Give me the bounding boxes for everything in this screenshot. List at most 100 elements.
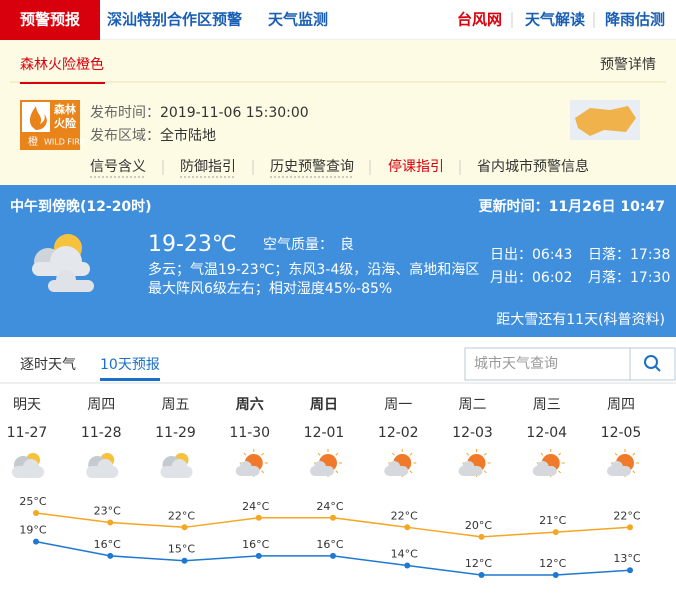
temp-point <box>107 552 114 559</box>
temp-label: 24°C <box>316 500 343 513</box>
alert-tab[interactable]: 森林火险橙色 <box>20 56 104 73</box>
alert-panel <box>0 40 676 185</box>
cloud <box>611 461 623 473</box>
nav-bar <box>0 0 676 40</box>
temp-label: 13°C <box>613 552 640 565</box>
temp-label: 15°C <box>168 543 195 556</box>
temp-point <box>627 567 633 574</box>
day: 周四 <box>87 397 115 413</box>
tab[interactable]: 10天预报 <box>100 357 160 373</box>
nav-link[interactable]: 天气解读 <box>525 11 585 29</box>
icon-level: 橙 <box>28 135 38 148</box>
tab[interactable]: 逐时天气 <box>20 357 76 373</box>
nav-link[interactable]: 天气监测 <box>268 11 328 29</box>
cloud <box>314 461 326 473</box>
search-box[interactable] <box>464 347 631 381</box>
temp-point <box>404 524 411 531</box>
sun-time: 06:02 <box>532 270 572 286</box>
temp-point <box>255 514 262 521</box>
date: 12-05 <box>601 425 642 441</box>
sun-ray <box>483 470 487 474</box>
issue-time-label: 发布时间： <box>90 105 160 121</box>
day: 周五 <box>162 397 190 413</box>
alert-detail[interactable]: 预警详情 <box>600 57 656 73</box>
alert-link[interactable]: 省内城市预警信息 <box>477 158 589 175</box>
temp-point <box>107 519 114 526</box>
big-weather-icon <box>32 234 94 292</box>
temp-label: 21°C <box>539 514 566 527</box>
update-time: 11月26日 10:47 <box>549 199 665 215</box>
nav-link[interactable]: 降雨估测 <box>605 11 665 29</box>
sun-label: 日出： <box>490 247 532 263</box>
alert-link[interactable]: 停课指引 <box>388 158 444 175</box>
cloud <box>171 459 188 475</box>
alert-link[interactable]: 防御指引 <box>180 159 236 175</box>
description: 最大阵风6级左右；相对湿度45%-85% <box>148 281 392 297</box>
weather-panel <box>0 185 676 337</box>
date: 12-02 <box>378 425 419 441</box>
day: 周一 <box>384 397 412 413</box>
sun-ray <box>632 452 636 456</box>
sun-label: 月落： <box>588 270 630 286</box>
aqi-label: 空气质量： <box>263 237 333 253</box>
sun-ray <box>632 470 636 474</box>
sun-label: 月出： <box>490 270 532 286</box>
sun-ray <box>540 452 544 456</box>
period: 中午到傍晚(12-20时) <box>10 198 152 215</box>
sun-ray <box>483 452 487 456</box>
alert-tab-underline <box>20 82 105 84</box>
area: 全市陆地 <box>160 127 216 144</box>
temp-label: 16°C <box>316 538 343 551</box>
sun-ray <box>317 452 321 456</box>
cloud <box>239 461 252 473</box>
alert-map-region <box>575 106 636 136</box>
cloud <box>32 262 90 276</box>
cloud <box>97 459 114 475</box>
search-placeholder[interactable]: 城市天气查询 <box>474 355 558 372</box>
sun-ray <box>335 452 339 456</box>
temp-label: 12°C <box>539 557 566 570</box>
nav-active[interactable]: 预警预报 <box>20 11 80 29</box>
sun-ray <box>391 452 395 456</box>
temp-label: 14°C <box>391 547 418 560</box>
sun-ray <box>409 470 413 474</box>
nav-link[interactable]: 深汕特别合作区预警 <box>107 11 242 29</box>
cloud <box>388 461 401 473</box>
temp-point <box>255 552 262 559</box>
search-icon <box>654 365 661 372</box>
temp-label: 19°C <box>19 524 46 537</box>
alert-link[interactable]: 信号含义 <box>90 159 146 175</box>
temp-point <box>181 557 188 564</box>
search-button[interactable] <box>629 347 676 381</box>
temp-label: 22°C <box>391 509 418 522</box>
countdown[interactable]: 距大雪还有11天(科普资料) <box>496 312 665 328</box>
alert-icon-fire <box>29 106 47 130</box>
tab-underline <box>100 378 160 381</box>
temp-point <box>478 572 485 578</box>
temp-label: 24°C <box>242 500 269 513</box>
date: 12-04 <box>526 425 567 441</box>
temp-point <box>181 524 188 531</box>
cloud <box>462 461 475 473</box>
cloud <box>536 461 549 473</box>
day: 周三 <box>533 397 561 413</box>
issue-time: 2019-11-06 15:30:00 <box>160 105 309 121</box>
description: 多云；气温19-23℃；东风3-4级，沿海、高地和海区 <box>148 261 479 278</box>
sun-ray <box>335 470 339 474</box>
temp-label: 16°C <box>242 538 269 551</box>
temp-label: 25°C <box>19 495 46 508</box>
temp-label: 22°C <box>168 509 195 522</box>
aqi: 良 <box>340 237 354 253</box>
date: 12-01 <box>304 425 345 441</box>
temp-point <box>330 514 336 521</box>
date: 11-30 <box>229 425 270 441</box>
temp-label: 22°C <box>613 509 640 522</box>
day: 周日 <box>310 397 338 413</box>
alert-link[interactable]: 历史预警查询 <box>270 159 354 175</box>
nav-active-bg <box>0 0 100 40</box>
sun-ray <box>409 452 413 456</box>
temp-point <box>552 572 559 578</box>
search-icon <box>644 355 658 369</box>
nav-link[interactable]: 台风网 <box>457 11 502 29</box>
sun-time: 17:38 <box>630 247 670 263</box>
